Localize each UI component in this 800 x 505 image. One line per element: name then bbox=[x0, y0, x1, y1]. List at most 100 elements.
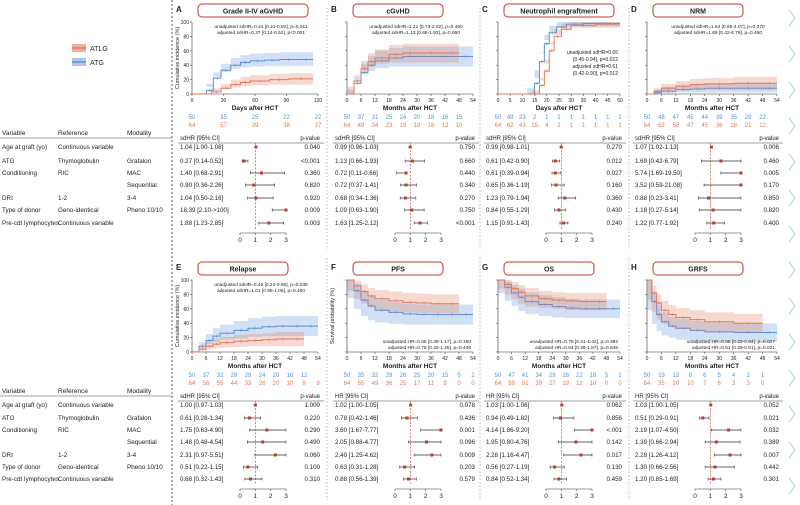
forest-point bbox=[246, 465, 250, 469]
x-tick-label: 30 bbox=[221, 98, 227, 104]
at-risk-atlg: 7 bbox=[703, 381, 707, 387]
at-risk-atlg: 27 bbox=[549, 381, 556, 387]
forest-point bbox=[247, 416, 251, 420]
forest-pvalue: <.001 bbox=[606, 427, 622, 434]
at-risk-atlg: 64 bbox=[344, 123, 351, 129]
forest-pvalue: 0.100 bbox=[305, 464, 321, 471]
forest-point bbox=[405, 416, 409, 420]
x-axis-label: Months after HCT bbox=[383, 105, 437, 112]
ci-band-atlg bbox=[647, 280, 763, 333]
forest-hr-text: 0.99 [0.96-1.03] bbox=[335, 144, 379, 151]
edge-chevron-icon bbox=[788, 369, 796, 387]
forest-axis-label: 0 bbox=[544, 493, 548, 500]
forest-axis-label: 2 bbox=[424, 237, 428, 244]
forest-axis-label: 2 bbox=[575, 237, 579, 244]
x-tick-label: 18 bbox=[688, 356, 694, 362]
at-risk-atg: 1 bbox=[594, 115, 598, 121]
forest-hr-text: 0.63 [0.31-1.28] bbox=[335, 464, 379, 471]
at-risk-atg: 50 bbox=[189, 115, 196, 121]
x-tick-label: 54 bbox=[617, 356, 623, 362]
at-risk-atg: 1 bbox=[618, 115, 622, 121]
at-risk-atg: 24 bbox=[400, 115, 407, 121]
curve-atlg bbox=[192, 338, 304, 353]
at-risk-atg: 29 bbox=[245, 373, 252, 379]
x-tick-label: 30 bbox=[716, 98, 722, 104]
forest-point bbox=[248, 477, 252, 481]
table-cell-modality: 3-4 bbox=[127, 195, 137, 202]
at-risk-atlg: 20 bbox=[273, 381, 280, 387]
x-tick-label: 30 bbox=[568, 98, 574, 104]
at-risk-atg: 50 bbox=[644, 115, 651, 121]
x-tick-label: 0 bbox=[646, 356, 649, 362]
curve-atg bbox=[192, 325, 318, 353]
at-risk-atg: 6 bbox=[703, 373, 707, 379]
forest-pvalue-header: p-value bbox=[300, 136, 320, 142]
forest-axis-label: 0 bbox=[238, 493, 242, 500]
forest-pvalue: 0.170 bbox=[764, 182, 780, 189]
at-risk-atg: 2 bbox=[533, 115, 537, 121]
forest-header: sdHR [95% CI] bbox=[635, 136, 675, 142]
at-risk-atg: 15 bbox=[456, 115, 463, 121]
forest-point bbox=[712, 221, 716, 225]
x-tick-label: 24 bbox=[702, 356, 708, 362]
forest-hr-text: 1.09 [0.63-1.90] bbox=[335, 207, 379, 214]
forest-hr-text: 1.75 [0.63-4.90] bbox=[180, 427, 224, 434]
forest-point bbox=[265, 428, 269, 432]
forest-point bbox=[404, 183, 408, 187]
panel-title: Neutrophil engraftment bbox=[520, 9, 598, 16]
forest-pvalue: 0.009 bbox=[305, 207, 321, 214]
forest-pvalue: 0.027 bbox=[607, 170, 623, 177]
at-risk-atlg: 10 bbox=[590, 381, 597, 387]
at-risk-atlg: 18 bbox=[414, 123, 421, 129]
curve-atlg bbox=[647, 82, 777, 95]
at-risk-atg: 25 bbox=[252, 115, 259, 121]
table-cell-reference: Continuous variable bbox=[58, 144, 114, 151]
table-header-reference: Reference bbox=[58, 388, 88, 395]
x-tick-label: 24 bbox=[400, 356, 406, 362]
edge-chevron-icon bbox=[788, 261, 796, 279]
at-risk-atlg: 37 bbox=[315, 123, 322, 129]
panel-title-box bbox=[503, 3, 615, 18]
forest-axis-label: 0 bbox=[393, 237, 397, 244]
x-tick-label: 0 bbox=[497, 356, 500, 362]
at-risk-atg: 1 bbox=[471, 373, 475, 379]
stats-text: unadjusted sdHR=0.46 [0.22-0.95], p=0.03… bbox=[214, 282, 308, 288]
table-cell-reference: 1-2 bbox=[58, 452, 68, 459]
forest-pvalue: 0.007 bbox=[764, 452, 780, 459]
curve-atlg bbox=[498, 23, 620, 95]
forest-point bbox=[560, 403, 564, 407]
forest-pvalue: 0.820 bbox=[764, 207, 780, 214]
table-cell-variable: Type of donor bbox=[2, 207, 41, 214]
x-tick-label: 25 bbox=[556, 98, 562, 104]
at-risk-atg: 44 bbox=[701, 115, 708, 121]
forest-axis-label: 1 bbox=[409, 493, 413, 500]
forest-pvalue: 0.920 bbox=[305, 195, 321, 202]
forest-axis-label: 3 bbox=[590, 237, 594, 244]
x-tick-label: 12 bbox=[372, 98, 378, 104]
forest-pvalue: 0.021 bbox=[764, 415, 780, 422]
ci-band-atlg bbox=[498, 280, 607, 311]
forest-hr-text: 2.05 [0.88-4.77] bbox=[335, 439, 379, 446]
at-risk-atg: 47 bbox=[673, 115, 680, 121]
forest-point bbox=[719, 159, 723, 163]
x-tick-label: 36 bbox=[428, 98, 434, 104]
at-risk-atg: 50 bbox=[495, 373, 502, 379]
x-tick-label: 48 bbox=[760, 98, 766, 104]
at-risk-atlg: 9 bbox=[316, 381, 320, 387]
at-risk-atlg: 12 bbox=[576, 381, 583, 387]
at-risk-atlg: 1 bbox=[606, 123, 610, 129]
ci-band-atlg bbox=[192, 73, 314, 94]
table-header-modality: Modality bbox=[127, 388, 152, 395]
forest-pvalue: 0.290 bbox=[305, 427, 321, 434]
x-tick-label: 6 bbox=[510, 356, 513, 362]
forest-axis-label: 3 bbox=[284, 237, 288, 244]
table-cell-variable: Type of donor bbox=[2, 464, 41, 471]
panel-letter: G bbox=[482, 263, 488, 272]
ci-band-atg bbox=[347, 280, 473, 325]
forest-point bbox=[553, 171, 557, 175]
x-tick-label: 42 bbox=[287, 356, 293, 362]
at-risk-atlg: 12 bbox=[442, 123, 449, 129]
x-tick-label: 40 bbox=[593, 98, 599, 104]
